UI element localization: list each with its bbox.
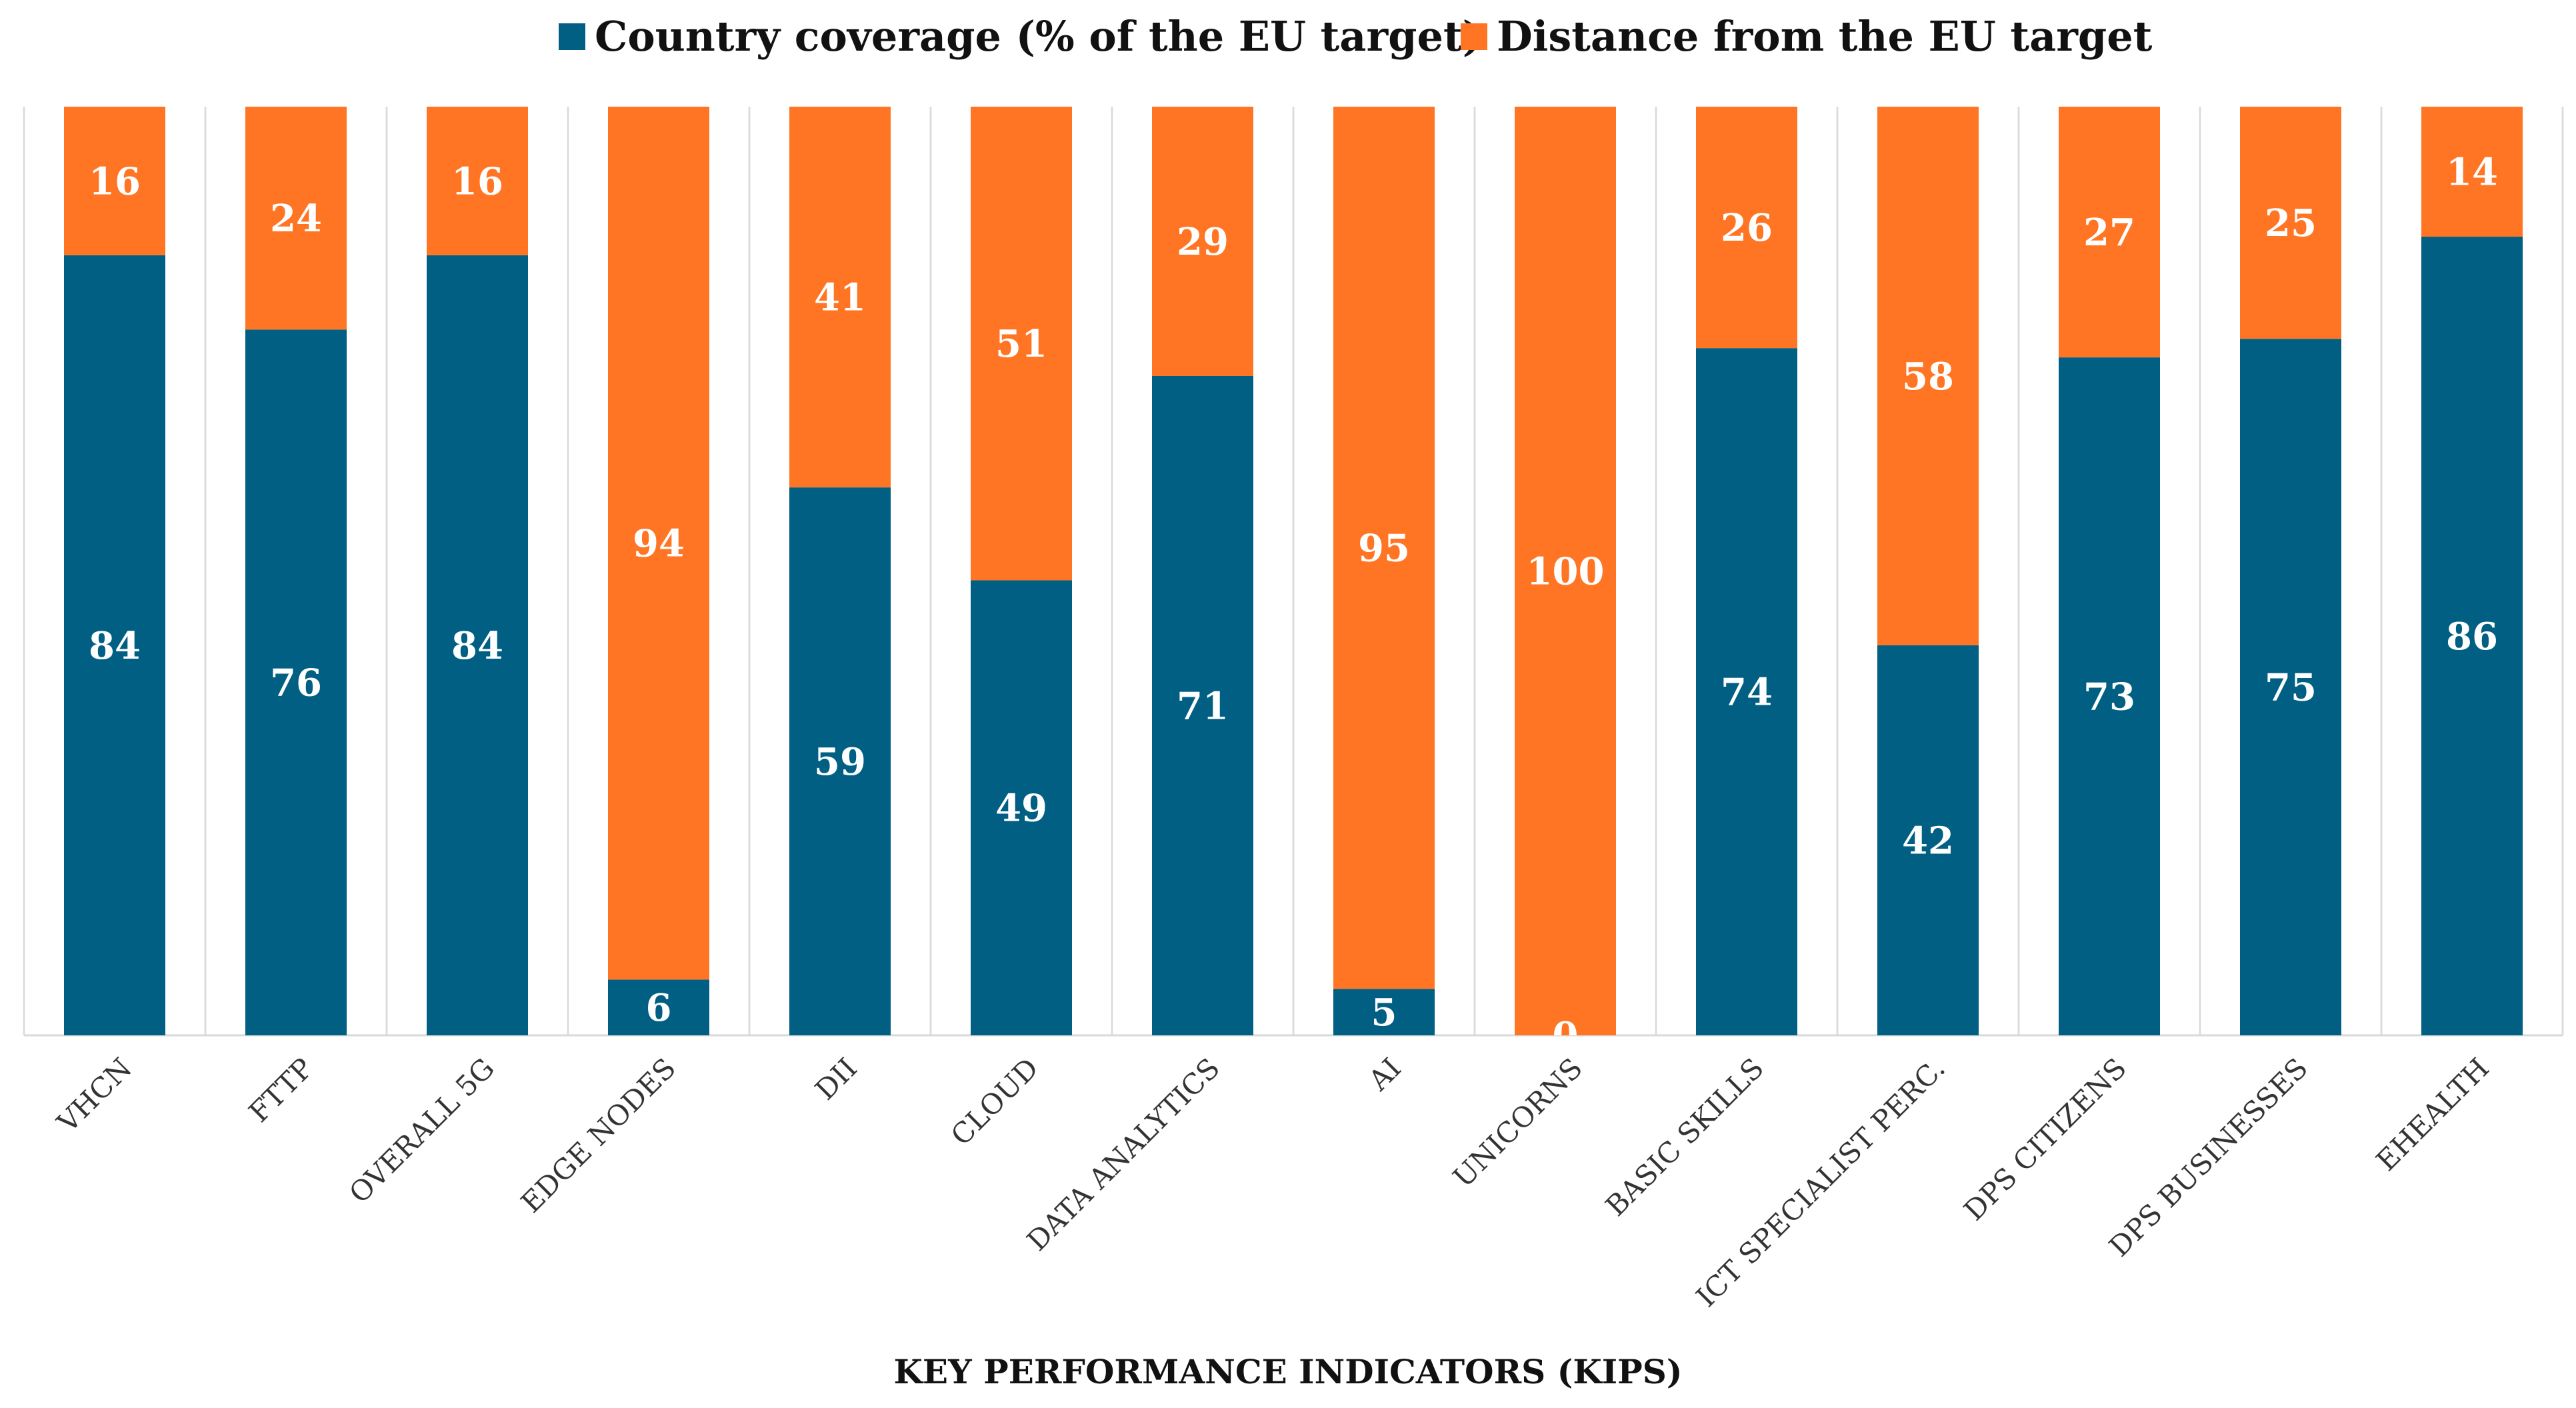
- bar-distance-0: [64, 107, 165, 255]
- x-tick-label-0: VHCN: [51, 1051, 138, 1139]
- bar-distance-7: [1333, 107, 1435, 989]
- bar-coverage-4: [789, 487, 891, 1035]
- data-label-distance-13: 14: [2446, 151, 2498, 195]
- data-label-distance-10: 58: [1902, 355, 1954, 399]
- data-label-coverage-6: 71: [1177, 684, 1229, 728]
- data-label-distance-11: 27: [2083, 211, 2135, 255]
- x-tick-label-8: UNICORNS: [1447, 1051, 1589, 1193]
- x-tick-label-7: AI: [1362, 1051, 1408, 1097]
- x-tick-labels: VHCN FTTP OVERALL 5G EDGE NODES DII CLOUDDATA…: [51, 1051, 2495, 1313]
- bar-distance-12: [2240, 107, 2341, 339]
- bar-distance-4: [789, 107, 891, 488]
- x-axis-title: KEY PERFORMANCE INDICATORS (KIPS): [893, 1352, 1682, 1391]
- bar-distance-6: [1152, 107, 1253, 376]
- bar-coverage-10: [1877, 645, 1979, 1035]
- bar-coverage-1: [245, 329, 347, 1035]
- gridlines: [23, 107, 2564, 1035]
- data-label-coverage-2: 84: [451, 624, 503, 668]
- bar-coverage-9: [1696, 348, 1797, 1036]
- x-tick-label-9: BASIC SKILLS: [1599, 1051, 1770, 1222]
- bar-distance-5: [971, 107, 1072, 581]
- data-label-coverage-1: 76: [270, 661, 322, 705]
- data-label-distance-2: 16: [451, 159, 503, 203]
- data-label-coverage-3: 6: [646, 986, 672, 1030]
- x-tick-label-5: CLOUD: [945, 1051, 1045, 1151]
- legend: Country coverage (% of the EU target) Di…: [559, 12, 2153, 61]
- data-label-coverage-4: 59: [814, 740, 866, 784]
- legend-label-country-coverage: Country coverage (% of the EU target): [595, 12, 1482, 61]
- x-tick-label-1: FTTP: [243, 1051, 319, 1128]
- bars: [64, 107, 2523, 1036]
- x-tick-label-6: DATA ANALYTICS: [1021, 1051, 1226, 1257]
- legend-swatch-distance: [1461, 23, 1487, 50]
- bar-coverage-5: [971, 580, 1072, 1035]
- data-label-distance-0: 16: [89, 159, 141, 203]
- bar-coverage-6: [1152, 375, 1253, 1035]
- data-label-distance-12: 25: [2265, 201, 2317, 245]
- data-label-coverage-11: 73: [2083, 675, 2135, 719]
- data-label-distance-9: 26: [1721, 206, 1773, 250]
- bar-distance-10: [1877, 107, 1979, 645]
- data-label-coverage-0: 84: [89, 624, 141, 668]
- bar-distance-1: [245, 107, 347, 330]
- bar-distance-2: [427, 107, 528, 255]
- data-label-distance-7: 95: [1358, 527, 1410, 571]
- legend-label-distance: Distance from the EU target: [1497, 12, 2153, 61]
- bar-distance-11: [2059, 107, 2160, 358]
- legend-swatch-country-coverage: [559, 23, 585, 50]
- x-tick-label-12: DPS BUSINESSES: [2103, 1051, 2314, 1263]
- data-label-coverage-8: 0: [1553, 1014, 1579, 1058]
- data-label-coverage-5: 49: [995, 787, 1047, 831]
- data-label-coverage-9: 74: [1721, 671, 1773, 715]
- bar-coverage-11: [2059, 357, 2160, 1035]
- data-label-distance-5: 51: [995, 322, 1047, 366]
- x-tick-label-4: DII: [809, 1051, 863, 1106]
- bar-coverage-7: [1333, 989, 1435, 1035]
- data-label-distance-3: 94: [633, 522, 685, 566]
- x-tick-label-11: DPS CITIZENS: [1957, 1051, 2133, 1227]
- data-label-distance-8: 100: [1527, 550, 1605, 594]
- bar-coverage-13: [2421, 237, 2523, 1035]
- x-tick-label-2: OVERALL 5G: [343, 1051, 501, 1209]
- bar-coverage-2: [427, 255, 528, 1035]
- x-tick-label-13: EHEALTH: [2370, 1051, 2495, 1177]
- bar-distance-3: [608, 107, 709, 980]
- x-tick-label-3: EDGE NODES: [515, 1051, 682, 1219]
- data-label-coverage-7: 5: [1371, 991, 1397, 1035]
- bar-coverage-3: [608, 979, 709, 1035]
- data-label-distance-6: 29: [1177, 220, 1229, 264]
- data-label-coverage-13: 86: [2446, 615, 2498, 659]
- data-label-distance-4: 41: [814, 276, 866, 320]
- data-label-distance-1: 24: [270, 197, 322, 241]
- data-label-coverage-10: 42: [1902, 819, 1954, 863]
- bar-coverage-0: [64, 255, 165, 1035]
- bar-coverage-12: [2240, 339, 2341, 1035]
- value-labels: 84 16 76 24 84 16 6 94 59 41 49 51 71 29 5 95 0 100 74 26 42…: [89, 151, 2498, 1058]
- data-label-coverage-12: 75: [2265, 666, 2317, 710]
- bar-distance-13: [2421, 107, 2523, 237]
- bar-distance-8: [1515, 107, 1616, 1035]
- bar-distance-9: [1696, 107, 1797, 349]
